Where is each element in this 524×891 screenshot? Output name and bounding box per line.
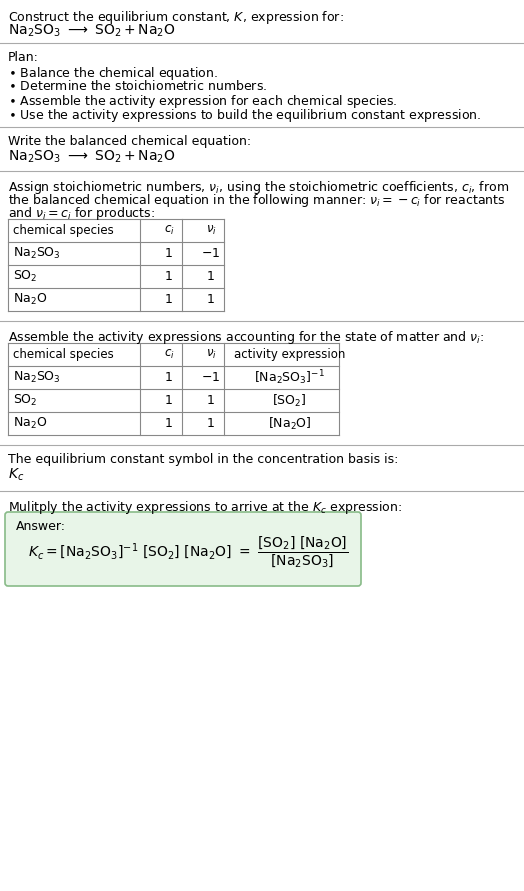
Text: $K_c = [\mathrm{Na_2SO_3}]^{-1}\ [\mathrm{SO_2}]\ [\mathrm{Na_2O}]\ =\ \dfrac{[\: $K_c = [\mathrm{Na_2SO_3}]^{-1}\ [\mathr… [28,535,348,570]
Text: $\mathrm{Na_2O}$: $\mathrm{Na_2O}$ [13,416,47,431]
Text: and $\nu_i = c_i$ for products:: and $\nu_i = c_i$ for products: [8,205,155,222]
Text: Construct the equilibrium constant, $K$, expression for:: Construct the equilibrium constant, $K$,… [8,9,344,26]
Bar [8,219,224,311]
Text: $K_c$: $K_c$ [8,467,24,484]
Text: $\mathrm{SO_2}$: $\mathrm{SO_2}$ [13,269,38,284]
Text: 1: 1 [165,293,173,306]
Text: The equilibrium constant symbol in the concentration basis is:: The equilibrium constant symbol in the c… [8,453,398,466]
Text: $\mathrm{Na_2SO_3}$: $\mathrm{Na_2SO_3}$ [13,370,61,385]
Text: Assemble the activity expressions accounting for the state of matter and $\nu_i$: Assemble the activity expressions accoun… [8,329,484,346]
Text: $-1$: $-1$ [201,247,221,260]
Text: 1: 1 [165,371,173,384]
Text: chemical species: chemical species [13,348,114,361]
Text: $\bullet$ Use the activity expressions to build the equilibrium constant express: $\bullet$ Use the activity expressions t… [8,107,481,124]
Text: Mulitply the activity expressions to arrive at the $K_c$ expression:: Mulitply the activity expressions to arr… [8,499,402,516]
Text: $\mathrm{Na_2O}$: $\mathrm{Na_2O}$ [13,292,47,307]
Text: $c_i$: $c_i$ [163,224,174,237]
Text: Plan:: Plan: [8,51,39,64]
Text: 1: 1 [207,293,215,306]
Text: $\mathrm{Na_2SO_3}\ \longrightarrow\ \mathrm{SO_2 + Na_2O}$: $\mathrm{Na_2SO_3}\ \longrightarrow\ \ma… [8,23,176,39]
Text: $\bullet$ Assemble the activity expression for each chemical species.: $\bullet$ Assemble the activity expressi… [8,93,397,110]
Text: 1: 1 [165,270,173,283]
Text: Answer:: Answer: [16,520,66,533]
Text: activity expression: activity expression [234,348,345,361]
Text: 1: 1 [165,247,173,260]
Text: the balanced chemical equation in the following manner: $\nu_i = -c_i$ for react: the balanced chemical equation in the fo… [8,192,506,209]
Bar [8,343,339,435]
Text: 1: 1 [207,270,215,283]
Text: $[\mathrm{Na_2SO_3}]^{-1}$: $[\mathrm{Na_2SO_3}]^{-1}$ [254,368,325,387]
Text: $c_i$: $c_i$ [163,348,174,361]
Text: $\nu_i$: $\nu_i$ [205,348,216,361]
Text: $\mathrm{Na_2SO_3}$: $\mathrm{Na_2SO_3}$ [13,246,61,261]
Text: Write the balanced chemical equation:: Write the balanced chemical equation: [8,135,251,148]
Text: Assign stoichiometric numbers, $\nu_i$, using the stoichiometric coefficients, $: Assign stoichiometric numbers, $\nu_i$, … [8,179,509,196]
Text: $[\mathrm{SO_2}]$: $[\mathrm{SO_2}]$ [272,392,307,409]
Text: 1: 1 [207,394,215,407]
FancyBboxPatch shape [5,512,361,586]
Text: $-1$: $-1$ [201,371,221,384]
Text: 1: 1 [165,394,173,407]
Text: $\mathrm{Na_2SO_3}\ \longrightarrow\ \mathrm{SO_2 + Na_2O}$: $\mathrm{Na_2SO_3}\ \longrightarrow\ \ma… [8,149,176,166]
Text: $\mathrm{SO_2}$: $\mathrm{SO_2}$ [13,393,38,408]
Text: $[\mathrm{Na_2O}]$: $[\mathrm{Na_2O}]$ [268,415,311,431]
Text: $\nu_i$: $\nu_i$ [205,224,216,237]
Text: 1: 1 [207,417,215,430]
Text: $\bullet$ Determine the stoichiometric numbers.: $\bullet$ Determine the stoichiometric n… [8,79,267,93]
Text: chemical species: chemical species [13,224,114,237]
Text: $\bullet$ Balance the chemical equation.: $\bullet$ Balance the chemical equation. [8,65,218,82]
Text: 1: 1 [165,417,173,430]
